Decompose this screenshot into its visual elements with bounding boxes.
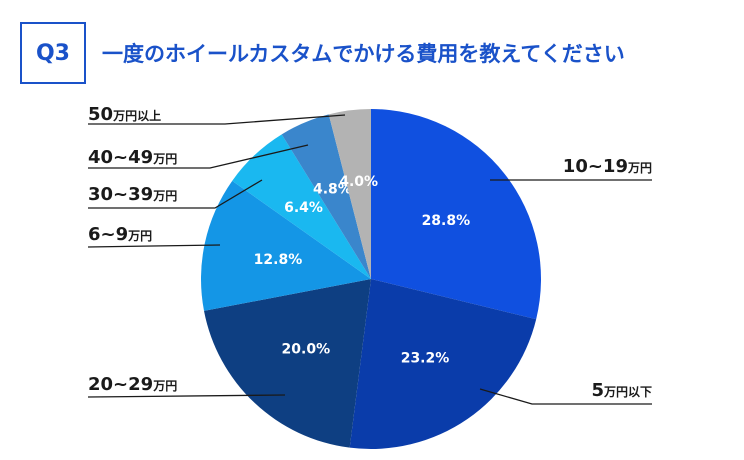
pie-slice [232, 134, 371, 279]
slice-percent-label: 12.8% [254, 252, 303, 268]
leader-line [88, 179, 263, 209]
pie-slice [204, 279, 371, 448]
chart-title: 一度のホイールカスタムでかける費用を教えてください [102, 42, 625, 66]
pie-slice [349, 279, 537, 449]
pie-slice [201, 180, 371, 311]
category-label: 40~49万円 [88, 147, 177, 168]
leader-line [479, 388, 652, 405]
pie-slice [328, 109, 371, 279]
category-label: 5万円以下 [591, 380, 652, 401]
pie-slice [371, 109, 541, 320]
slice-percent-label: 23.2% [401, 350, 450, 366]
category-label: 6~9万円 [88, 224, 152, 245]
leader-line [88, 144, 309, 169]
slice-percent-label: 4.0% [339, 174, 378, 190]
category-label: 10~19万円 [563, 156, 652, 177]
pie-slice [281, 114, 371, 279]
slice-percent-label: 4.8% [313, 181, 352, 197]
slice-percent-label: 6.4% [284, 200, 323, 216]
category-label: 20~29万円 [88, 374, 177, 395]
slice-percent-label: 20.0% [282, 341, 331, 357]
category-label: 50万円以上 [88, 104, 161, 125]
leader-line [87, 394, 286, 398]
leader-line [88, 114, 346, 125]
category-label: 30~39万円 [88, 184, 177, 205]
leader-line [87, 244, 221, 248]
slice-percent-label: 28.8% [422, 213, 471, 229]
question-badge: Q3 [20, 22, 86, 84]
